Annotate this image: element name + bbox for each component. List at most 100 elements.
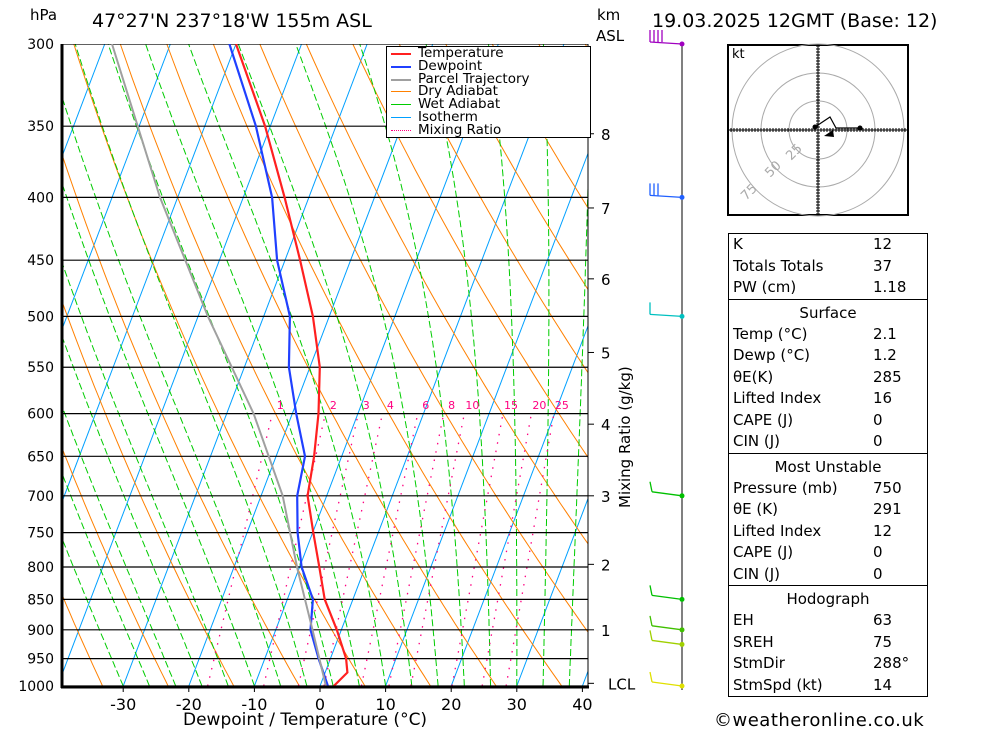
- wet-adiabat-line: [145, 44, 360, 686]
- km-unit-label: km: [597, 6, 621, 24]
- legend-swatch: [391, 129, 411, 131]
- km-tick-label: LCL: [608, 675, 636, 693]
- mixing-ratio-line: [505, 413, 555, 686]
- km-tick-label: 8: [601, 126, 611, 144]
- wet-adiabat-line: [568, 166, 588, 686]
- legend-label: Mixing Ratio: [418, 121, 502, 138]
- pressure-unit-label: hPa: [30, 6, 58, 24]
- wind-barb-shaft: [649, 313, 683, 318]
- index-label: CIN (J): [733, 432, 781, 450]
- index-label: Pressure (mb): [733, 478, 838, 497]
- wet-adiabat-line: [542, 44, 550, 686]
- legend-label: Dry Adiabat: [418, 83, 498, 100]
- legend-item: Mixing Ratio: [387, 121, 590, 138]
- index-label: Lifted Index: [733, 521, 822, 540]
- legend-item: Dewpoint: [387, 57, 590, 74]
- dry-adiabat-line: [259, 44, 588, 633]
- hodograph-trace: [814, 116, 860, 129]
- pressure-tick-label: 600: [27, 407, 54, 423]
- km-tick-label: 1: [601, 622, 611, 640]
- index-value: 37: [873, 256, 893, 275]
- wind-barb-flag: [649, 615, 653, 626]
- wind-barb-shaft: [651, 625, 683, 631]
- mixing-ratio-line: [451, 413, 504, 686]
- mixing-ratio-label: 15: [504, 399, 518, 412]
- temperature-line: [234, 44, 349, 686]
- pressure-tick-label: 800: [27, 560, 54, 576]
- legend-label: Parcel Trajectory: [418, 70, 530, 87]
- index-row: StmSpd (kt) 14: [729, 675, 927, 697]
- mixing-ratio-line: [297, 413, 359, 686]
- wind-barb: [649, 615, 683, 631]
- mixing-ratio-line: [481, 413, 533, 686]
- index-value: 0: [873, 432, 883, 450]
- index-value: 0: [873, 410, 883, 429]
- wind-barb: [649, 630, 683, 646]
- pressure-tick-label: 1000: [18, 679, 54, 695]
- pressure-tick-label: 550: [27, 360, 54, 376]
- isotherm-line: [62, 44, 106, 158]
- isotherm-line: [385, 151, 588, 686]
- storm-motion-marker: [824, 130, 834, 137]
- isotherm-line: [516, 497, 588, 686]
- dry-adiabat-line: [166, 44, 497, 686]
- wind-barb: [649, 30, 683, 45]
- mixing-ratio-label: 6: [422, 399, 429, 412]
- legend-item: Temperature: [387, 46, 590, 60]
- index-value: 2.1: [873, 324, 897, 343]
- asl-label: ASL: [596, 27, 625, 45]
- index-row: StmDir 288°: [729, 653, 927, 675]
- dry-adiabat-line: [62, 593, 103, 686]
- legend-label: Isotherm: [418, 108, 478, 125]
- index-value: 75: [873, 632, 893, 651]
- mixing-ratio-label: 2: [330, 399, 337, 412]
- index-value: 1.2: [873, 346, 897, 364]
- isotherm-line: [253, 44, 499, 686]
- wind-barb: [649, 481, 683, 497]
- wet-adiabat-line: [62, 404, 177, 686]
- index-row: CIN (J) 0: [729, 564, 927, 586]
- isotherm-line: [122, 44, 368, 686]
- index-row: Dewp (°C) 1.2: [729, 345, 927, 367]
- index-row: Pressure (mb) 750: [729, 478, 927, 500]
- wind-barb-flag: [649, 671, 653, 683]
- index-value: 288°: [873, 654, 910, 672]
- index-row: EH 63: [729, 610, 927, 632]
- wet-adiabat-line: [62, 181, 255, 686]
- legend-swatch: [391, 91, 411, 93]
- index-value: 0: [873, 564, 883, 583]
- mixing-ratio-line: [388, 413, 445, 686]
- wet-adiabat-line: [487, 44, 518, 686]
- x-tick-label: 0: [315, 695, 325, 714]
- dry-adiabat-line: [398, 44, 588, 374]
- km-tick-label: 6: [601, 271, 611, 289]
- hodograph-ring-label: 25: [783, 141, 805, 163]
- isotherm-line: [62, 44, 303, 676]
- mixing-ratio-label: 1: [277, 399, 284, 412]
- index-label: CAPE (J): [733, 410, 794, 429]
- wind-barb-shaft: [651, 639, 683, 646]
- legend: Temperature Dewpoint Parcel Trajectory Dry …: [386, 46, 591, 138]
- mixing-ratio-label: 25: [555, 399, 569, 412]
- legend-label: Dewpoint: [418, 57, 483, 74]
- km-tick-label: 2: [601, 556, 611, 574]
- pressure-tick-label: 850: [27, 592, 54, 608]
- parcel-trajectory-line: [111, 44, 327, 686]
- dry-adiabat-line: [445, 44, 588, 291]
- index-value: 16: [873, 389, 893, 407]
- isotherm-line: [62, 44, 237, 504]
- legend-item: Isotherm: [387, 108, 590, 125]
- wind-barb-shaft: [649, 194, 683, 199]
- legend-swatch: [391, 53, 411, 55]
- wind-barb-shaft: [651, 681, 683, 687]
- index-row: θE (K) 291: [729, 499, 927, 521]
- km-tick-label: 5: [601, 344, 611, 362]
- wind-barb-flag: [649, 630, 653, 641]
- index-label: K: [733, 235, 743, 253]
- index-value: 291: [873, 500, 902, 518]
- dry-adiabat-line: [212, 44, 563, 686]
- index-row: Lifted Index 16: [729, 388, 927, 410]
- isotherm-line: [188, 44, 434, 686]
- pressure-tick-label: 750: [27, 526, 54, 542]
